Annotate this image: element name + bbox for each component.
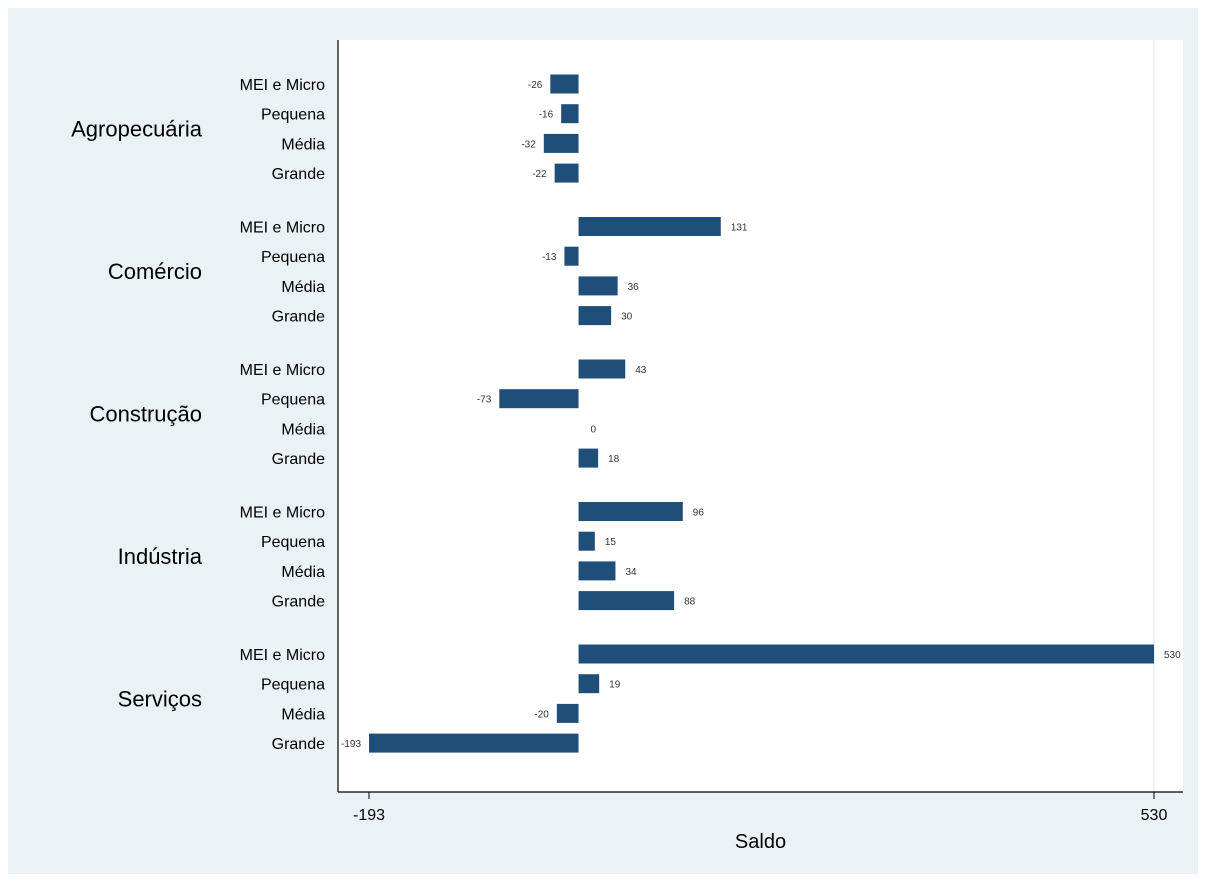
- bar: [578, 359, 626, 379]
- bar-value-label: -193: [341, 739, 361, 750]
- group-label: Construção: [89, 402, 202, 427]
- subcategory-label: Média: [281, 421, 325, 438]
- subcategory-label: MEI e Micro: [240, 362, 325, 379]
- bar-value-label: 15: [605, 537, 617, 548]
- bar-value-label: 34: [625, 567, 637, 578]
- bar: [578, 644, 1154, 664]
- bar-value-label: 0: [591, 424, 597, 435]
- bar-value-label: 36: [628, 282, 640, 293]
- subcategory-label: Grande: [272, 594, 325, 611]
- bar-value-label: -22: [532, 169, 547, 180]
- bar-value-label: -16: [539, 110, 554, 121]
- bar-value-label: -20: [534, 709, 549, 720]
- subcategory-label: Pequena: [261, 107, 325, 124]
- subcategory-label: Grande: [272, 309, 325, 326]
- bar-value-label: -73: [477, 395, 492, 406]
- bar: [578, 531, 595, 551]
- subcategory-label: Pequena: [261, 249, 325, 266]
- subcategory-label: MEI e Micro: [240, 505, 325, 522]
- bars: -26 -16 -32 -22 131 -13 36 30 43 -73 0 18 96 15 34 88 53…: [341, 74, 1181, 753]
- bar-value-label: 43: [635, 365, 647, 376]
- bar: [578, 502, 683, 521]
- bar-value-label: 530: [1164, 650, 1181, 661]
- subcategory-label: Média: [281, 564, 325, 581]
- subcategory-label: Grande: [272, 166, 325, 183]
- bar: [578, 561, 616, 581]
- bar: [578, 591, 675, 611]
- x-ticks: -193 530: [353, 792, 1167, 824]
- bar: [578, 448, 599, 468]
- bar-value-label: -32: [521, 139, 536, 150]
- subcategory-label: MEI e Micro: [240, 77, 325, 94]
- bar-value-label: 88: [684, 597, 696, 608]
- subcategory-label: Pequena: [261, 534, 325, 551]
- subcategory-label: Pequena: [261, 677, 325, 694]
- bar-value-label: 96: [693, 508, 705, 519]
- bar-value-label: 18: [608, 454, 620, 465]
- bar: [578, 217, 721, 236]
- group-label: Agropecuária: [71, 117, 203, 142]
- chart-frame: -26 -16 -32 -22 131 -13 36 30 43 -73 0 18 96 15 34 88 53…: [8, 8, 1198, 874]
- category-labels: Agropecuária MEI e Micro Pequena Média Grand…: [71, 77, 325, 753]
- subcategory-label: Grande: [272, 451, 325, 468]
- bar: [550, 74, 579, 94]
- group-label: Serviços: [118, 687, 202, 712]
- x-tick-label: -193: [353, 807, 385, 824]
- bar: [556, 703, 579, 723]
- subcategory-label: Grande: [272, 736, 325, 753]
- bar-value-label: 30: [621, 312, 633, 323]
- bar-value-label: 131: [731, 223, 748, 234]
- bar: [499, 389, 579, 409]
- bar: [369, 733, 579, 753]
- bar-value-label: -26: [528, 80, 543, 91]
- bar: [561, 104, 579, 124]
- bar-value-label: 19: [609, 680, 621, 691]
- subcategory-label: Média: [281, 706, 325, 723]
- subcategory-label: MEI e Micro: [240, 647, 325, 664]
- bar: [554, 163, 579, 183]
- x-tick-label: 530: [1141, 807, 1168, 824]
- bar: [578, 674, 600, 694]
- bar: [578, 306, 612, 326]
- group-label: Comércio: [108, 259, 202, 284]
- bar: [543, 133, 579, 153]
- bar: [564, 246, 579, 266]
- subcategory-label: Média: [281, 279, 325, 296]
- subcategory-label: Pequena: [261, 392, 325, 409]
- group-label: Indústria: [118, 544, 203, 569]
- plot-area: [338, 40, 1183, 792]
- subcategory-label: Média: [281, 136, 325, 153]
- subcategory-label: MEI e Micro: [240, 220, 325, 237]
- bar-chart: -26 -16 -32 -22 131 -13 36 30 43 -73 0 18 96 15 34 88 53…: [71, 40, 1183, 853]
- bar: [578, 276, 618, 296]
- bar-value-label: -13: [542, 252, 557, 263]
- x-axis-title: Saldo: [735, 831, 786, 853]
